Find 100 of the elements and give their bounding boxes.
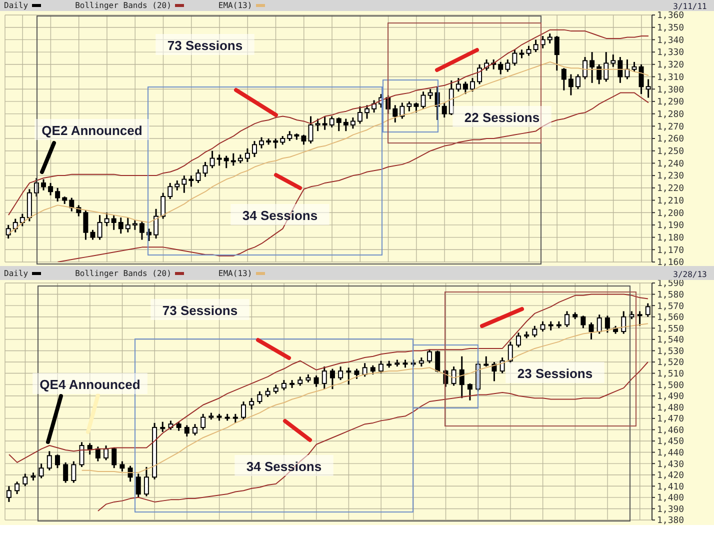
text: 3/11/11 (673, 2, 708, 11)
candlestick (590, 51, 595, 84)
y-tick-label: 1,430 (657, 460, 684, 470)
candlestick (610, 54, 616, 68)
y-tick-label: 1,410 (657, 482, 684, 492)
text: 3/28/13 (673, 270, 708, 279)
candlestick (548, 320, 554, 332)
candlestick (467, 382, 472, 402)
candlestick (484, 356, 489, 368)
candlestick (120, 460, 125, 472)
candlestick (470, 77, 475, 92)
y-tick-label: 1,310 (657, 72, 684, 83)
candlestick (588, 322, 594, 340)
candlestick (508, 340, 513, 364)
legend-label: Daily (4, 1, 28, 10)
candlestick (55, 187, 60, 202)
candlestick (330, 368, 335, 390)
candlestick (314, 374, 319, 388)
candlestick (498, 61, 504, 76)
candlestick (48, 182, 54, 196)
candlestick (202, 161, 208, 178)
candlestick (12, 218, 18, 234)
candlestick (362, 362, 368, 378)
candlestick (46, 450, 52, 472)
candlestick (176, 421, 182, 432)
y-tick-label: 1,360 (657, 11, 684, 22)
candlestick (210, 150, 215, 169)
candlestick (174, 180, 180, 192)
y-tick-label: 1,390 (657, 504, 684, 515)
candlestick (104, 212, 110, 227)
candlestick (252, 140, 257, 158)
candlestick (144, 466, 149, 498)
candlestick (596, 64, 602, 85)
candlestick (638, 64, 644, 95)
candlestick (392, 104, 398, 124)
y-tick-label: 1,520 (657, 358, 684, 368)
y-tick-label: 1,440 (657, 448, 684, 458)
candlestick (244, 148, 250, 163)
legend-label: Daily (4, 268, 28, 278)
candlestick (532, 325, 538, 338)
candlestick (281, 379, 286, 391)
annotation: 73 Sessions (167, 38, 243, 53)
candlestick (259, 136, 264, 150)
candlestick (428, 88, 433, 100)
candlestick (216, 154, 222, 166)
candlestick (435, 350, 440, 373)
candlestick (54, 454, 60, 469)
annotation: 34 Sessions (246, 459, 322, 474)
y-tick-label: 1,550 (657, 324, 684, 334)
candlestick (456, 77, 461, 92)
candlestick (95, 446, 100, 462)
candlestick (604, 51, 609, 82)
y-tick-label: 1,280 (657, 110, 684, 120)
candlestick (90, 229, 96, 241)
candlestick (308, 116, 314, 144)
candlestick (301, 134, 306, 146)
candlestick (83, 209, 88, 241)
candlestick (338, 366, 344, 381)
candlestick (512, 48, 518, 66)
candlestick (139, 220, 144, 241)
candlestick (154, 208, 159, 240)
legend-label: EMA(13) (218, 1, 252, 10)
candlestick (378, 360, 384, 374)
y-tick-label: 1,330 (657, 48, 684, 58)
candlestick (582, 56, 588, 80)
candlestick (516, 332, 521, 348)
candlestick (357, 106, 362, 124)
y-tick-label: 1,240 (657, 159, 684, 170)
y-tick-label: 1,210 (657, 196, 684, 206)
candlestick (420, 90, 426, 110)
candlestick (118, 216, 124, 234)
annotation: QE2 Announced (42, 123, 142, 138)
candlestick (561, 67, 566, 92)
y-tick-label: 1,540 (657, 336, 684, 346)
candlestick (22, 472, 28, 487)
y-tick-label: 1,320 (657, 60, 684, 71)
candlestick (257, 390, 262, 405)
y-tick-label: 1,470 (657, 414, 684, 425)
y-tick-label: 1,230 (657, 172, 684, 182)
y-tick-label: 1,530 (657, 346, 684, 357)
legend-label: EMA(13) (218, 268, 252, 278)
candlestick (200, 413, 206, 430)
candlestick (459, 356, 464, 399)
y-tick-label: 1,400 (657, 494, 684, 504)
candlestick (71, 460, 76, 484)
candlestick (343, 118, 348, 132)
y-tick-label: 1,220 (657, 184, 684, 194)
candlestick (580, 314, 586, 329)
candlestick (427, 348, 432, 364)
y-tick-label: 1,570 (657, 302, 684, 312)
y-tick-label: 1,420 (657, 471, 684, 482)
y-tick-label: 1,300 (657, 85, 684, 96)
candlestick (477, 64, 482, 85)
annotation: 22 Sessions (464, 110, 540, 125)
candlestick (646, 78, 651, 98)
candlestick (526, 45, 532, 57)
candlestick (224, 155, 229, 169)
candlestick (354, 368, 360, 380)
candlestick (168, 420, 174, 430)
candlestick (192, 423, 198, 436)
